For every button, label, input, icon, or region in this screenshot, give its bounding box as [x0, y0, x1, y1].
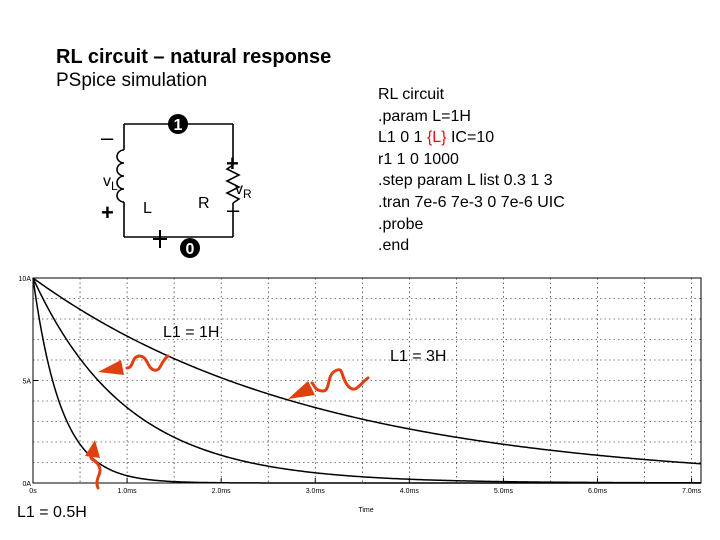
node-1-label: 1	[174, 117, 183, 134]
y-tick-label: 0A	[22, 481, 31, 488]
x-tick-label: 0s	[29, 488, 37, 495]
slide-subtitle: PSpice simulation	[56, 70, 208, 91]
rl-circuit-schematic: 1 0 – + vL L R + – vR	[101, 114, 252, 258]
node-0-marker	[180, 238, 200, 258]
inductor-coil	[116, 149, 125, 203]
x-tick-label: 3.0ms	[306, 488, 326, 495]
spice-netlist: RL circuit .param L=1H L1 0 1 {L} IC=10 …	[378, 84, 565, 257]
resistor-label: R	[198, 195, 210, 212]
x-tick-label: 5.0ms	[494, 488, 514, 495]
netlist-line: r1 1 0 1000	[378, 150, 459, 168]
arrow-head-l1-1h	[98, 360, 124, 375]
arrow-head-l1-05h	[85, 440, 100, 458]
netlist-param-highlight: {L}	[426, 129, 447, 147]
y-tick-label: 10A	[19, 276, 32, 283]
label-l1-05h: L1 = 0.5H	[17, 504, 87, 521]
node-0-label: 0	[186, 241, 195, 258]
plot-curves	[32, 277, 702, 484]
x-tick-label: 1.0ms	[118, 488, 138, 495]
vl-plus-sign: +	[101, 200, 114, 225]
netlist-line: .end	[378, 237, 410, 255]
netlist-line: .tran 7e-6 7e-3 0 7e-6 UIC	[378, 193, 565, 211]
label-l1-3h: L1 = 3H	[390, 348, 446, 365]
x-tick-label: 7.0ms	[682, 488, 702, 495]
arrow-l1-05h	[89, 450, 102, 490]
vl-minus-sign: –	[101, 125, 114, 150]
x-tick-label: 2.0ms	[212, 488, 232, 495]
vr-plus-sign: +	[226, 151, 239, 176]
netlist-line: RL circuit	[378, 86, 445, 103]
arrow-head-l1-3h	[288, 381, 315, 399]
netlist-line: L1 0 1 {L} IC=10	[378, 127, 565, 149]
vr-minus-sign: –	[227, 197, 240, 222]
decay-curve	[32, 277, 702, 465]
y-tick-label: 5A	[22, 379, 31, 386]
netlist-text: L1 0 1	[378, 129, 427, 147]
x-tick-label: 4.0ms	[400, 488, 420, 495]
label-l1-1h: L1 = 1H	[163, 324, 219, 341]
decay-curve	[32, 277, 701, 484]
x-tick-label: 6.0ms	[588, 488, 608, 495]
tick-labels: 0s 1.0ms 2.0ms 3.0ms 4.0ms 5.0ms 6.0ms 7.0ms 0A 5…	[19, 276, 702, 495]
x-axis-label: Time	[358, 507, 373, 514]
arrow-l1-3h	[310, 368, 370, 393]
netlist-line: .step param L list 0.3 1 3	[378, 172, 553, 190]
node-1-marker	[168, 114, 188, 134]
vl-label: vL	[103, 173, 118, 193]
netlist-line: .probe	[378, 215, 424, 233]
resistor-zigzag	[225, 164, 241, 204]
arrow-l1-1h	[125, 354, 170, 372]
inductor-label: L	[143, 200, 152, 217]
netlist-line: .param L=1H	[378, 107, 471, 125]
vr-label: vR	[235, 181, 252, 201]
current-decay-plot: 0s 1.0ms 2.0ms 3.0ms 4.0ms 5.0ms 6.0ms 7.0ms 0A 5…	[17, 276, 702, 521]
slide-title: RL circuit – natural response	[56, 46, 332, 68]
netlist-text: IC=10	[446, 129, 495, 147]
